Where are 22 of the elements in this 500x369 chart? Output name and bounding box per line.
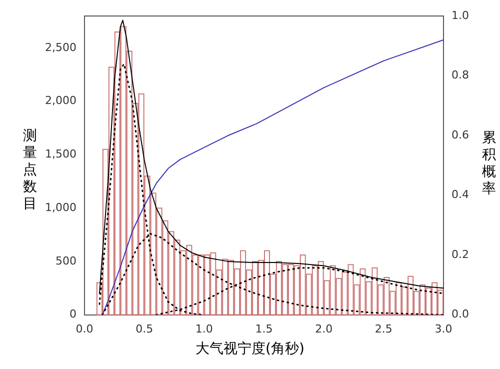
y-tick-label: 2,500: [44, 40, 76, 54]
y-tick-label: 0: [69, 308, 76, 321]
x-tick-label: 0.0: [76, 322, 94, 336]
x-tick-label: 3.0: [434, 322, 452, 336]
y2-tick-label: 0.0: [452, 308, 470, 321]
y2-tick-label: 0.8: [452, 68, 470, 82]
x-tick-label: 1.0: [195, 322, 213, 336]
y-tick-label: 1,500: [44, 148, 76, 161]
y-tick-label: 1,000: [44, 200, 76, 214]
y2-tick-label: 1.0: [452, 8, 470, 22]
x-tick-label: 2.0: [315, 322, 333, 336]
y2-tick-label: 0.6: [452, 128, 470, 142]
y2-tick-label: 0.2: [452, 248, 470, 261]
y-tick-label: 500: [55, 254, 76, 268]
x-tick-label: 1.5: [255, 322, 273, 336]
y-tick-label: 2,000: [44, 94, 76, 108]
y-axis-title: 测量点数目: [22, 128, 38, 213]
x-tick-label: 2.5: [374, 322, 392, 336]
y2-axis-title: 累积概率: [481, 130, 497, 198]
y2-tick-label: 0.4: [452, 188, 470, 202]
x-tick-label: 0.5: [136, 322, 154, 336]
x-axis-title: 大气视宁度(角秒): [194, 340, 306, 358]
